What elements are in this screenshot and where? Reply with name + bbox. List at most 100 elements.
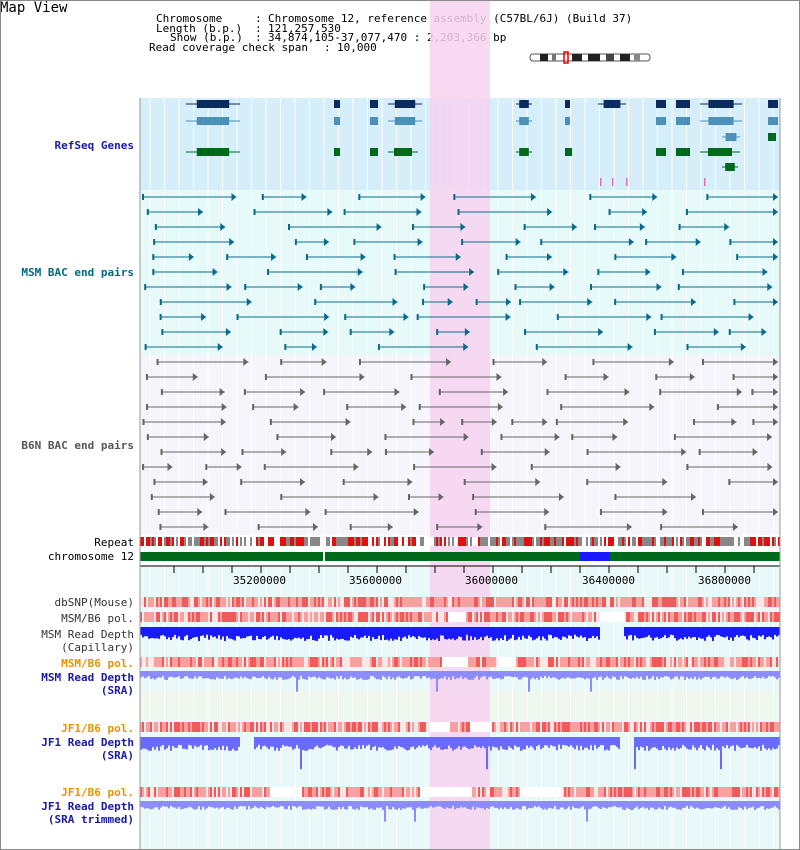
track-label-b6n-bac[interactable]: B6N BAC end pairs: [21, 439, 134, 452]
msm-depth-cap-bar: [530, 627, 532, 638]
repeat-mark: [568, 537, 570, 546]
jf1-b6-pol-trim-cell: [514, 787, 516, 797]
jf1-b6-pol-trim-cell: [186, 787, 188, 797]
gene-exon: [196, 148, 230, 156]
repeat-mark: [436, 537, 438, 546]
jf1-b6-pol-cell: [280, 722, 282, 732]
dbsnp-cell: [242, 597, 244, 607]
jf1-depth-trim-bar: [264, 801, 266, 810]
jf1-depth-trim-bar: [436, 801, 438, 807]
jf1-depth-trim-bar: [434, 801, 436, 808]
msm-depth-sra-bar: [634, 671, 636, 679]
msm-depth-sra-bar: [622, 671, 624, 679]
dbsnp-cell: [548, 597, 550, 607]
dbsnp-cell: [286, 597, 288, 607]
msm-b6-pol-cell: [466, 612, 468, 622]
repeat-mark: [700, 537, 702, 546]
jf1-depth-trim-bar: [144, 801, 146, 809]
msm-depth-cap-bar: [740, 627, 742, 636]
msm-depth-cap-bar: [716, 627, 718, 635]
msm-depth-sra-bar: [272, 671, 274, 680]
jf1-b6-pol-cell: [342, 722, 344, 732]
dbsnp-cell: [358, 597, 360, 607]
jf1-depth-sra-bar: [660, 737, 662, 751]
msm-depth-sra-bar: [734, 671, 736, 678]
jf1-b6-pol-cell: [414, 722, 416, 732]
repeat-mark: [768, 537, 770, 546]
jf1-depth-trim-bar: [538, 801, 540, 807]
dbsnp-cell: [538, 597, 540, 607]
msm-b6-pol-cell: [156, 612, 158, 622]
repeat-mark: [174, 537, 176, 546]
msm-b6-pol-sra-cell: [438, 657, 440, 667]
msm-b6-pol-cell: [584, 612, 586, 622]
jf1-b6-pol-cell: [534, 722, 536, 732]
dbsnp-cell: [672, 597, 674, 607]
b6n-bac-pair-end: [732, 523, 738, 531]
jf1-depth-sra-bar: [554, 737, 556, 747]
track-label-msm-bac[interactable]: MSM BAC end pairs: [21, 266, 134, 279]
jf1-depth-sra-bar: [332, 737, 334, 747]
msm-b6-pol-cell: [206, 612, 208, 622]
msm-depth-sra-bar: [446, 671, 448, 680]
msm-depth-cap-bar: [366, 627, 368, 639]
jf1-depth-trim-bar: [496, 801, 498, 808]
msm-b6-pol-cell: [234, 612, 236, 622]
msm-depth-cap-bar: [352, 627, 354, 638]
gene-exon: [519, 148, 529, 156]
msm-b6-pol-sra-cell: [762, 657, 764, 667]
repeat-mark: [210, 537, 212, 546]
jf1-b6-pol-trim-cell: [520, 787, 522, 797]
msm-depth-sra-bar: [406, 671, 408, 678]
jf1-depth-trim-bar: [466, 801, 468, 809]
msm-bac-pair-end: [535, 344, 538, 350]
jf1-depth-sra-bar: [766, 737, 768, 750]
msm-bac-pair-end: [422, 299, 425, 305]
chromosome-ideogram[interactable]: [528, 50, 652, 64]
msm-depth-sra-bar: [682, 671, 684, 677]
repeat-mark: [172, 537, 174, 546]
jf1-b6-pol-cell: [568, 722, 570, 732]
track-label-refseq[interactable]: RefSeq Genes: [54, 139, 134, 152]
repeat-mark: [586, 537, 588, 546]
msm-depth-sra-bar: [336, 671, 338, 677]
msm-b6-pol-sra-cell: [478, 657, 480, 667]
jf1-depth-sra-bar: [364, 737, 366, 749]
msm-bac-pair-end: [344, 314, 347, 320]
repeat-mark: [218, 537, 220, 546]
jf1-b6-pol-cell: [320, 722, 322, 732]
jf1-depth-trim-bar: [268, 801, 270, 808]
msm-b6-pol-sra-cell: [318, 657, 320, 667]
repeat-mark: [602, 537, 604, 546]
jf1-b6-pol-cell: [468, 722, 470, 732]
msm-depth-cap-bar: [538, 627, 540, 637]
jf1-depth-sra-bar: [198, 737, 200, 747]
jf1-b6-pol-trim-cell: [632, 787, 634, 797]
jf1-b6-pol-trim-cell: [144, 787, 146, 797]
jf1-depth-sra-bar: [752, 737, 754, 749]
msm-depth-cap-bar: [698, 627, 700, 638]
jf1-b6-pol-trim-cell: [456, 787, 458, 797]
jf1-depth-sra-bar: [334, 737, 336, 748]
repeat-mark: [274, 537, 276, 546]
msm-b6-pol-sra-cell: [512, 657, 514, 667]
jf1-b6-pol-trim-cell: [512, 787, 514, 797]
msm-b6-pol-sra-cell: [656, 657, 658, 667]
jf1-depth-trim-bar: [258, 801, 260, 809]
jf1-depth-sra-bar: [256, 737, 258, 748]
repeat-mark: [328, 537, 330, 546]
jf1-depth-trim-bar: [184, 801, 186, 809]
jf1-depth-trim-bar: [776, 801, 778, 808]
jf1-b6-pol-trim-cell: [170, 787, 172, 797]
msm-depth-cap-bar: [428, 627, 430, 638]
jf1-depth-trim-bar: [710, 801, 712, 809]
msm-b6-pol-sra-cell: [258, 657, 260, 667]
jf1-depth-trim-bar: [318, 801, 320, 807]
jf1-depth-sra-bar: [186, 737, 188, 750]
jf1-depth-trim-bar: [638, 801, 640, 810]
msm-b6-pol-cell: [566, 612, 568, 622]
msm-depth-cap-bar: [636, 627, 638, 638]
jf1-b6-pol-trim-cell: [264, 787, 266, 797]
msm-depth-cap-bar: [556, 627, 558, 638]
